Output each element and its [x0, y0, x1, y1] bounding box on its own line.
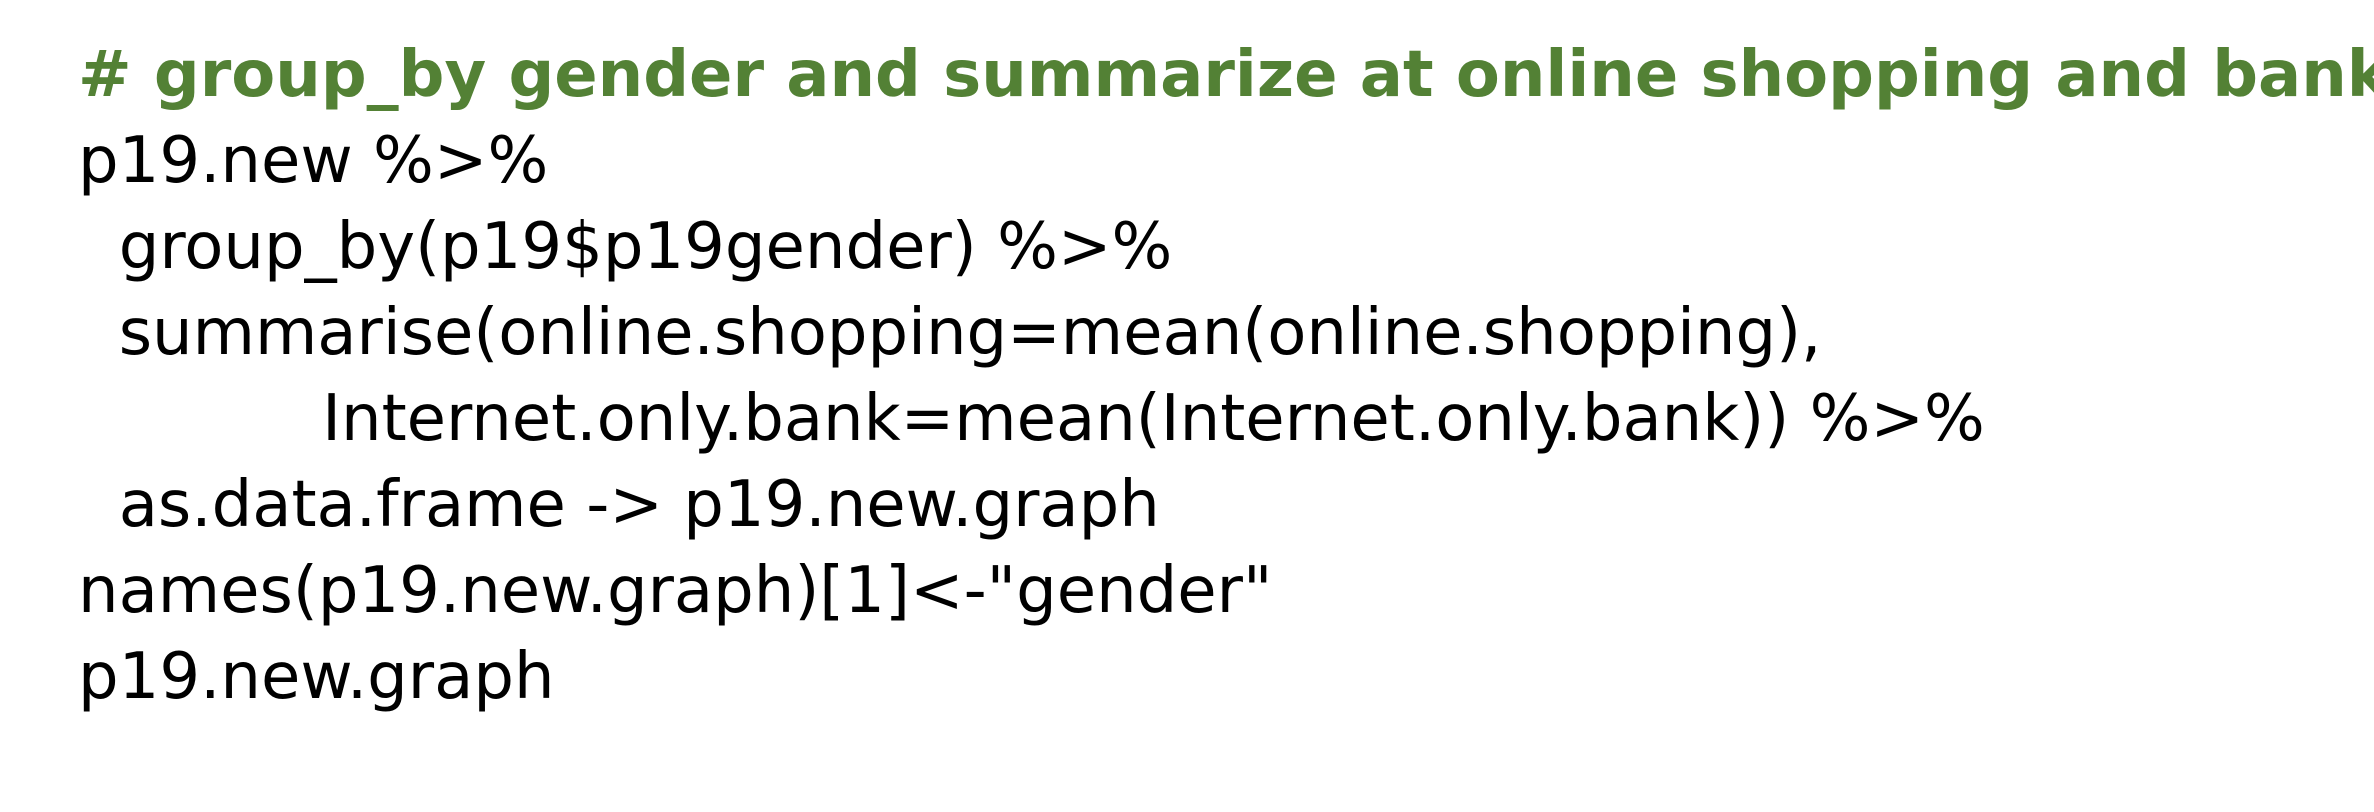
code-line-summarise-continued: Internet.only.bank=mean(Internet.only.ba…	[78, 382, 1985, 456]
code-line-summarise: summarise(online.shopping=mean(online.sh…	[78, 296, 1822, 370]
code-line-print: p19.new.graph	[78, 640, 555, 714]
code-line-names: names(p19.new.graph)[1]<-"gender"	[78, 554, 1273, 628]
code-line-pipe-start: p19.new %>%	[78, 124, 549, 198]
code-comment-line: # group_by gender and summarize at onlin…	[78, 38, 2374, 112]
code-line-group-by: group_by(p19$p19gender) %>%	[78, 210, 1173, 284]
code-block: # group_by gender and summarize at onlin…	[78, 32, 2374, 714]
code-line-as-data-frame: as.data.frame -> p19.new.graph	[78, 468, 1160, 542]
